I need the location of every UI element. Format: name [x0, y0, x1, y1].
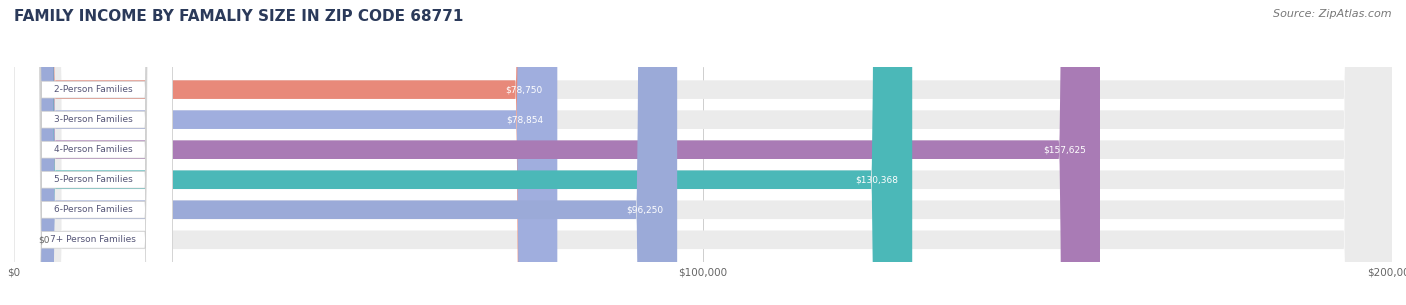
- Text: 7+ Person Families: 7+ Person Families: [51, 235, 136, 244]
- Text: Source: ZipAtlas.com: Source: ZipAtlas.com: [1274, 9, 1392, 19]
- Text: 3-Person Families: 3-Person Families: [53, 115, 132, 124]
- FancyBboxPatch shape: [14, 0, 1392, 305]
- FancyBboxPatch shape: [14, 0, 912, 305]
- Text: 4-Person Families: 4-Person Families: [53, 145, 132, 154]
- FancyBboxPatch shape: [14, 0, 1392, 305]
- Text: $157,625: $157,625: [1043, 145, 1087, 154]
- FancyBboxPatch shape: [14, 0, 1392, 305]
- FancyBboxPatch shape: [14, 0, 557, 305]
- FancyBboxPatch shape: [14, 0, 678, 305]
- FancyBboxPatch shape: [14, 0, 1392, 305]
- Text: 6-Person Families: 6-Person Families: [53, 205, 132, 214]
- FancyBboxPatch shape: [14, 0, 173, 305]
- Text: $96,250: $96,250: [626, 205, 664, 214]
- Text: $130,368: $130,368: [855, 175, 898, 184]
- FancyBboxPatch shape: [14, 0, 1099, 305]
- FancyBboxPatch shape: [14, 0, 173, 305]
- Text: 2-Person Families: 2-Person Families: [53, 85, 132, 94]
- FancyBboxPatch shape: [14, 0, 1392, 305]
- Text: $0: $0: [38, 235, 49, 244]
- Text: $78,750: $78,750: [506, 85, 543, 94]
- Text: $78,854: $78,854: [506, 115, 544, 124]
- FancyBboxPatch shape: [14, 0, 557, 305]
- FancyBboxPatch shape: [14, 0, 173, 305]
- Text: 5-Person Families: 5-Person Families: [53, 175, 132, 184]
- FancyBboxPatch shape: [14, 0, 173, 305]
- FancyBboxPatch shape: [14, 0, 173, 305]
- FancyBboxPatch shape: [14, 0, 173, 305]
- FancyBboxPatch shape: [14, 0, 1392, 305]
- Text: FAMILY INCOME BY FAMALIY SIZE IN ZIP CODE 68771: FAMILY INCOME BY FAMALIY SIZE IN ZIP COD…: [14, 9, 464, 24]
